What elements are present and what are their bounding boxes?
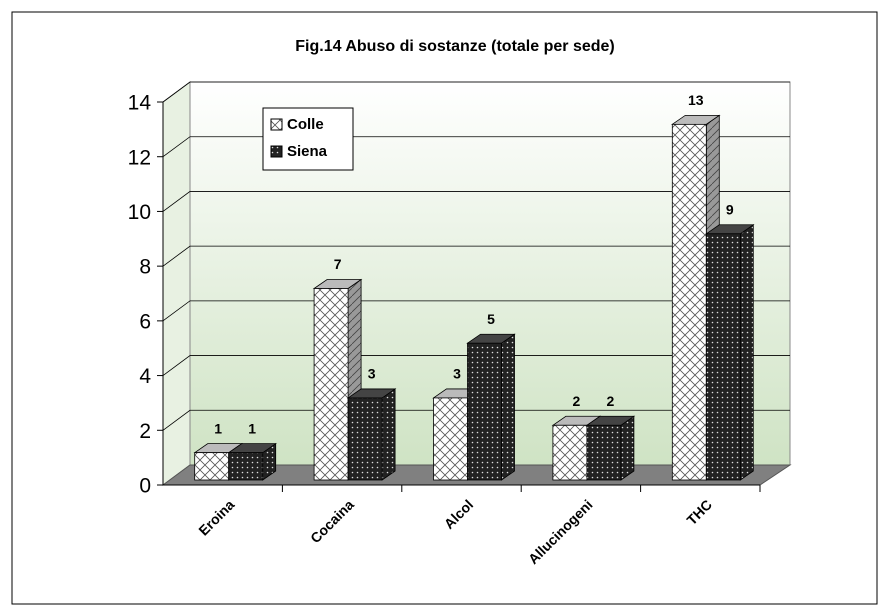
grid-line bbox=[162, 191, 790, 212]
legend-swatch bbox=[270, 118, 283, 131]
bar bbox=[433, 397, 468, 481]
y-tick-label: 2 bbox=[139, 420, 151, 443]
legend-label: Siena bbox=[287, 143, 328, 160]
bar-side bbox=[739, 224, 754, 481]
grid-line bbox=[162, 300, 790, 322]
grid-line bbox=[162, 81, 790, 103]
value-label: 1 bbox=[214, 420, 222, 436]
grid-line bbox=[162, 355, 790, 376]
bar bbox=[586, 424, 622, 481]
bar bbox=[347, 397, 383, 481]
grid-line bbox=[162, 136, 790, 158]
y-tick-label: 6 bbox=[139, 310, 151, 333]
bar bbox=[228, 452, 264, 481]
bar bbox=[467, 342, 502, 481]
bar bbox=[705, 233, 741, 481]
bar-side bbox=[501, 333, 515, 481]
value-label: 3 bbox=[453, 366, 461, 382]
value-label: 9 bbox=[726, 201, 734, 217]
value-label: 2 bbox=[573, 393, 581, 409]
legend-box bbox=[262, 107, 354, 171]
y-tick-label: 14 bbox=[128, 92, 152, 115]
chart-title: Fig.14 Abuso di sostanze (totale per sed… bbox=[295, 38, 614, 55]
grid-line bbox=[162, 245, 790, 267]
bar bbox=[313, 288, 349, 481]
y-tick-label: 12 bbox=[128, 146, 151, 169]
y-tick-label: 0 bbox=[139, 475, 151, 498]
y-tick-label: 4 bbox=[139, 365, 151, 388]
value-label: 5 bbox=[487, 311, 495, 327]
side-wall bbox=[162, 81, 191, 486]
value-label: 2 bbox=[607, 393, 615, 409]
bar bbox=[194, 452, 230, 481]
grid-line bbox=[162, 409, 790, 431]
bar-side bbox=[381, 388, 396, 481]
y-tick-label: 8 bbox=[139, 256, 151, 279]
value-label: 7 bbox=[334, 256, 342, 272]
legend: Colle Siena bbox=[262, 107, 354, 171]
bar bbox=[552, 424, 588, 481]
y-tick-label: 10 bbox=[128, 201, 151, 224]
bar-side bbox=[620, 415, 635, 481]
bar bbox=[671, 123, 707, 481]
value-label: 13 bbox=[688, 92, 704, 108]
value-label: 1 bbox=[248, 420, 256, 436]
legend-swatch bbox=[270, 145, 283, 158]
legend-label: Colle bbox=[287, 116, 324, 133]
value-label: 3 bbox=[368, 366, 376, 382]
